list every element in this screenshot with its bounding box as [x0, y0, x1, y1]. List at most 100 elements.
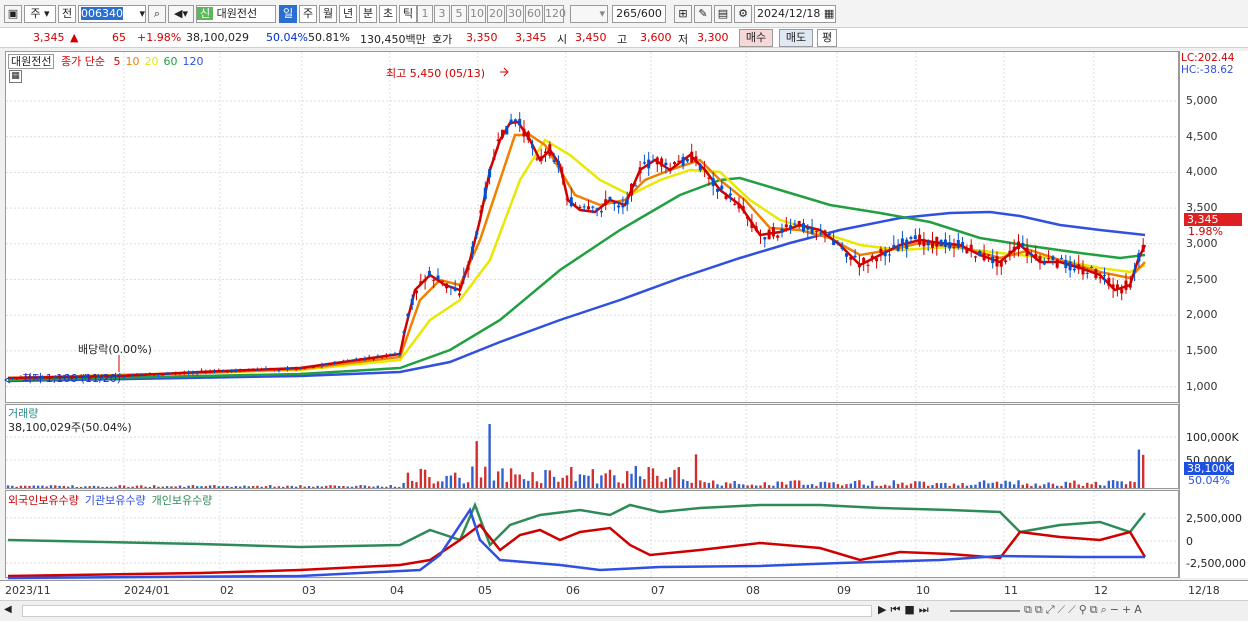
price-chart-panel[interactable]: [5, 51, 1179, 403]
volume-bar: [1064, 481, 1067, 488]
price-candle-body: [169, 372, 173, 374]
calendar-icon[interactable]: ▦: [823, 7, 835, 20]
current-price-tag: 3,345: [1184, 213, 1242, 226]
volume-bar: [810, 484, 814, 488]
price-candle-body: [900, 238, 904, 246]
zoom-slider[interactable]: [950, 610, 1020, 612]
price-candle-body: [329, 363, 332, 365]
price-candle-body: [561, 174, 565, 178]
volume-bar: [264, 486, 268, 488]
tool-icons[interactable]: ⧉⧉⤢⟋⟋⚲⧉⌕−+A: [1024, 603, 1145, 616]
volume-chart-panel[interactable]: [5, 404, 1179, 489]
interval-input[interactable]: ▾: [570, 5, 608, 23]
interval-button-6[interactable]: 60: [525, 5, 543, 23]
price-candle-body: [664, 162, 668, 165]
volume-bar: [1099, 485, 1102, 488]
volume-bar: [664, 478, 668, 488]
price-tick: 1,500: [1186, 343, 1218, 357]
price-candle-body: [92, 375, 96, 377]
interval-button-7[interactable]: 120: [544, 5, 566, 23]
period-tab-5[interactable]: 초: [379, 5, 397, 23]
interval-button-1[interactable]: 3: [434, 5, 450, 23]
foreign-holding-line: [7, 523, 1147, 578]
volume-bar: [1090, 484, 1093, 488]
volume-bar: [548, 470, 551, 488]
volume-bar: [1051, 483, 1055, 488]
period-tab-3[interactable]: 년: [339, 5, 357, 23]
draw-tool-icon[interactable]: ✎: [694, 5, 712, 23]
low-annotation: 최저 1,106 (11/20): [22, 372, 122, 385]
date-field[interactable]: 2024/12/18 ▦: [754, 5, 836, 23]
volume-bar: [170, 486, 173, 488]
stock-name-field[interactable]: 신 대원전선: [196, 5, 276, 23]
count-field[interactable]: 265/600: [612, 5, 666, 23]
price-candle-body: [845, 253, 848, 257]
volume-bar: [423, 469, 427, 488]
holding-legend-item: 개인보유수량: [151, 494, 213, 507]
save-icon[interactable]: ▤: [714, 5, 732, 23]
period-tab-4[interactable]: 분: [359, 5, 377, 23]
interval-button-0[interactable]: 1: [417, 5, 433, 23]
price-candle-body: [376, 355, 380, 357]
volume-bar: [148, 486, 152, 488]
volume-bar: [686, 481, 689, 488]
avg-button[interactable]: 평: [817, 29, 837, 47]
settings-icon[interactable]: ⚙: [734, 5, 752, 23]
x-axis-label: 05: [478, 584, 492, 597]
price-candle-body: [225, 370, 229, 373]
market-select[interactable]: 주 ▾: [24, 5, 56, 23]
period-tab-0[interactable]: 일: [279, 5, 297, 23]
price-candle-body: [969, 244, 973, 250]
search-icon[interactable]: ⌕: [148, 5, 166, 23]
volume-bar: [19, 485, 23, 488]
scroll-left-icon[interactable]: ◀: [4, 604, 12, 615]
price-candle-body: [883, 252, 887, 257]
price-candle-body: [204, 371, 208, 373]
volume-bar: [1124, 484, 1128, 488]
price-candle-body: [307, 366, 311, 368]
volume-bar: [24, 485, 27, 488]
grid-icon[interactable]: ▦: [9, 70, 22, 83]
layout-icon[interactable]: ▣: [4, 5, 22, 23]
volume-bar: [213, 485, 216, 488]
volume-bar: [1133, 482, 1136, 488]
type-select[interactable]: 전: [58, 5, 76, 23]
price-candle-body: [608, 196, 612, 200]
buy-button[interactable]: 매수: [739, 29, 773, 47]
playback-controls[interactable]: ▶⏮■⏭: [878, 603, 933, 616]
price-candle-body: [363, 358, 367, 360]
code-input[interactable]: 006340 ▾: [78, 5, 146, 23]
price-candle-body: [281, 368, 285, 370]
price-candle-body: [965, 248, 969, 254]
price-candle-body: [161, 374, 165, 376]
price-candle-body: [182, 372, 186, 374]
volume-tag: 38,100K: [1184, 462, 1234, 475]
price-candle-body: [28, 376, 31, 378]
scrollbar-track[interactable]: [22, 605, 872, 617]
period-tab-2[interactable]: 월: [319, 5, 337, 23]
volume-bar: [415, 482, 418, 488]
speaker-icon[interactable]: ◀▾: [168, 5, 194, 23]
price-candle-body: [802, 223, 805, 232]
price-candle-body: [780, 228, 784, 233]
sell-button[interactable]: 매도: [779, 29, 813, 47]
bid-price-1: 3,350: [466, 31, 498, 44]
x-axis-label: 06: [566, 584, 580, 597]
interval-button-4[interactable]: 20: [487, 5, 505, 23]
price-tick: 2,000: [1186, 308, 1218, 322]
price-candle-body: [221, 370, 225, 372]
volume-bar: [92, 485, 96, 488]
volume-bar: [1004, 480, 1007, 488]
chart-type-icon[interactable]: ⊞: [674, 5, 692, 23]
volume-bar: [161, 486, 164, 488]
interval-button-3[interactable]: 10: [468, 5, 486, 23]
market-value: 주: [30, 7, 41, 20]
period-tab-1[interactable]: 주: [299, 5, 317, 23]
period-tab-6[interactable]: 틱: [399, 5, 417, 23]
volume-title: 거래량: [8, 407, 39, 420]
interval-button-5[interactable]: 30: [506, 5, 524, 23]
interval-button-2[interactable]: 5: [451, 5, 467, 23]
volume-bar: [514, 474, 517, 488]
price-candle-body: [1120, 289, 1124, 294]
